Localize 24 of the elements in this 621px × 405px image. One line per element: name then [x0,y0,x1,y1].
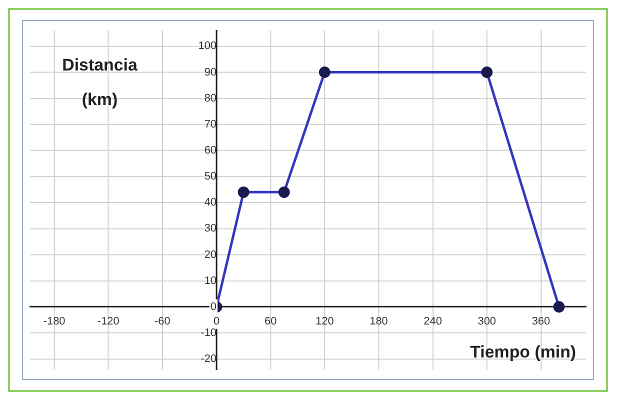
y-axis-title: Distancia (km) [62,55,138,110]
y-tick-label: 90 [204,66,217,78]
x-tick-label: -120 [97,315,120,328]
x-tick-label: -180 [43,315,66,328]
y-tick-label: 20 [204,248,217,261]
y-tick-label: 100 [198,40,217,52]
y-tick-label: 80 [204,92,217,104]
y-tick-label: -10 [200,326,217,339]
x-tick-label: 60 [264,315,277,328]
y-tick-label: -20 [200,353,217,366]
x-tick-label: -60 [154,315,170,328]
x-tick-label: 300 [478,315,496,328]
x-tick-label: 180 [370,315,388,328]
y-tick-label: 50 [204,170,217,183]
x-tick-label: 360 [532,315,550,328]
y-tick-label: 40 [204,196,217,209]
y-tick-label: 0 [210,300,217,313]
y-tick-label: 10 [204,274,217,287]
x-axis-title: Tiempo (min) [470,342,576,362]
x-tick-label: 120 [316,315,334,328]
y-tick-label: 30 [204,222,217,235]
y-tick-label: 60 [204,144,217,156]
x-tick-label: 240 [424,315,442,328]
y-tick-label: 70 [204,118,217,130]
